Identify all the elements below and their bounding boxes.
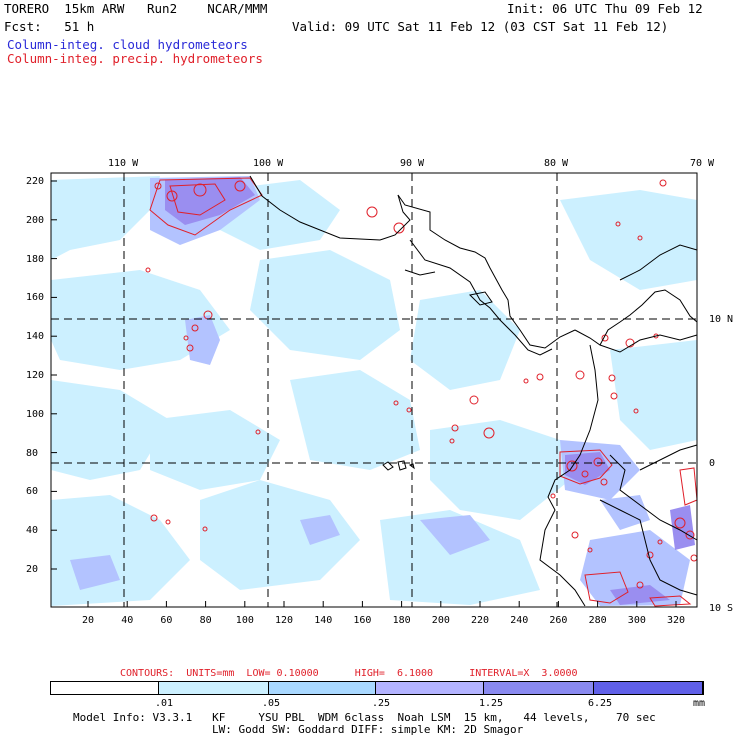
colorbar-segment: [159, 682, 269, 694]
bottom-axis-label: 220: [471, 615, 490, 626]
lon-label-110w: 110 W: [108, 158, 139, 169]
bottom-axis-label: 240: [510, 615, 529, 626]
coastlines: [249, 175, 698, 607]
contour-info: CONTOURS: UNITS=mm LOW= 0.10000 HIGH= 6.…: [120, 668, 578, 679]
precip-contours: [145, 177, 698, 607]
colorbar: [50, 681, 704, 695]
left-axis-label: 140: [26, 331, 45, 343]
bottom-axis-label: 300: [627, 615, 646, 626]
left-axis-label: 40: [26, 525, 39, 537]
colorbar-tick-label: .01: [155, 698, 174, 709]
bottom-axis-label: 20: [82, 615, 95, 626]
left-axis-label: 200: [26, 214, 45, 226]
lat-lon-grid: [51, 173, 697, 607]
colorbar-tick-label: .05: [262, 698, 281, 709]
bottom-axis-label: 40: [121, 615, 134, 626]
forecast-hour: Fcst: 51 h: [4, 19, 95, 34]
colorbar-segment: [594, 682, 703, 694]
axis-ticks: [51, 180, 677, 607]
left-axis-label: 100: [26, 408, 45, 420]
colorbar-tick-label: 6.25: [588, 698, 613, 709]
colorbar-segment: [376, 682, 484, 694]
colorbar-tick-label: .25: [372, 698, 391, 709]
legend-precip: Column-integ. precip. hydrometeors: [7, 51, 263, 66]
model-physics: LW: Godd SW: Goddard DIFF: simple KM: 2D…: [212, 723, 524, 736]
lon-label-100w: 100 W: [253, 158, 284, 169]
map-frame: [50, 172, 698, 608]
bottom-axis-label: 100: [235, 615, 254, 626]
lon-label-90w: 90 W: [400, 158, 425, 169]
left-axis-label: 180: [26, 253, 45, 265]
colorbar-segment: [269, 682, 376, 694]
bottom-axis-label: 280: [588, 615, 607, 626]
init-time: Init: 06 UTC Thu 09 Feb 12: [507, 1, 703, 16]
bottom-axis-label: 260: [549, 615, 568, 626]
left-axis-label: 220: [26, 176, 45, 187]
legend-cloud: Column-integ. cloud hydrometeors: [7, 37, 248, 52]
lon-label-80w: 80 W: [544, 158, 569, 169]
left-axis-label: 80: [26, 447, 39, 459]
lon-label-70w: 70 W: [690, 158, 715, 169]
bottom-axis-label: 80: [199, 615, 212, 626]
bottom-axis-label: 120: [275, 615, 294, 626]
left-axis-label: 120: [26, 370, 45, 381]
model-title: TORERO 15km ARW Run2 NCAR/MMM: [4, 1, 268, 16]
lat-label-10n: 10 N: [709, 314, 734, 325]
valid-time: Valid: 09 UTC Sat 11 Feb 12 (03 CST Sat …: [292, 19, 669, 34]
left-axis-label: 160: [26, 292, 45, 304]
bottom-axis-label: 160: [353, 615, 372, 626]
colorbar-segment: [484, 682, 594, 694]
lat-label-10s: 10 S: [709, 603, 734, 614]
left-axis-label: 20: [26, 564, 39, 575]
bottom-axis-label: 320: [667, 615, 686, 626]
bottom-axis-label: 180: [392, 615, 411, 626]
bottom-axis-label: 140: [314, 615, 333, 626]
colorbar-tick-label: 1.25: [479, 698, 504, 709]
model-info: Model Info: V3.3.1 KF YSU PBL WDM 6class…: [73, 711, 656, 724]
left-axis-label: 60: [26, 486, 39, 498]
colorbar-units: mm: [693, 698, 706, 709]
bottom-axis-label: 60: [160, 615, 173, 626]
colorbar-segment: [51, 682, 159, 694]
bottom-axis-label: 200: [431, 615, 450, 626]
lat-label-0: 0: [709, 458, 716, 469]
